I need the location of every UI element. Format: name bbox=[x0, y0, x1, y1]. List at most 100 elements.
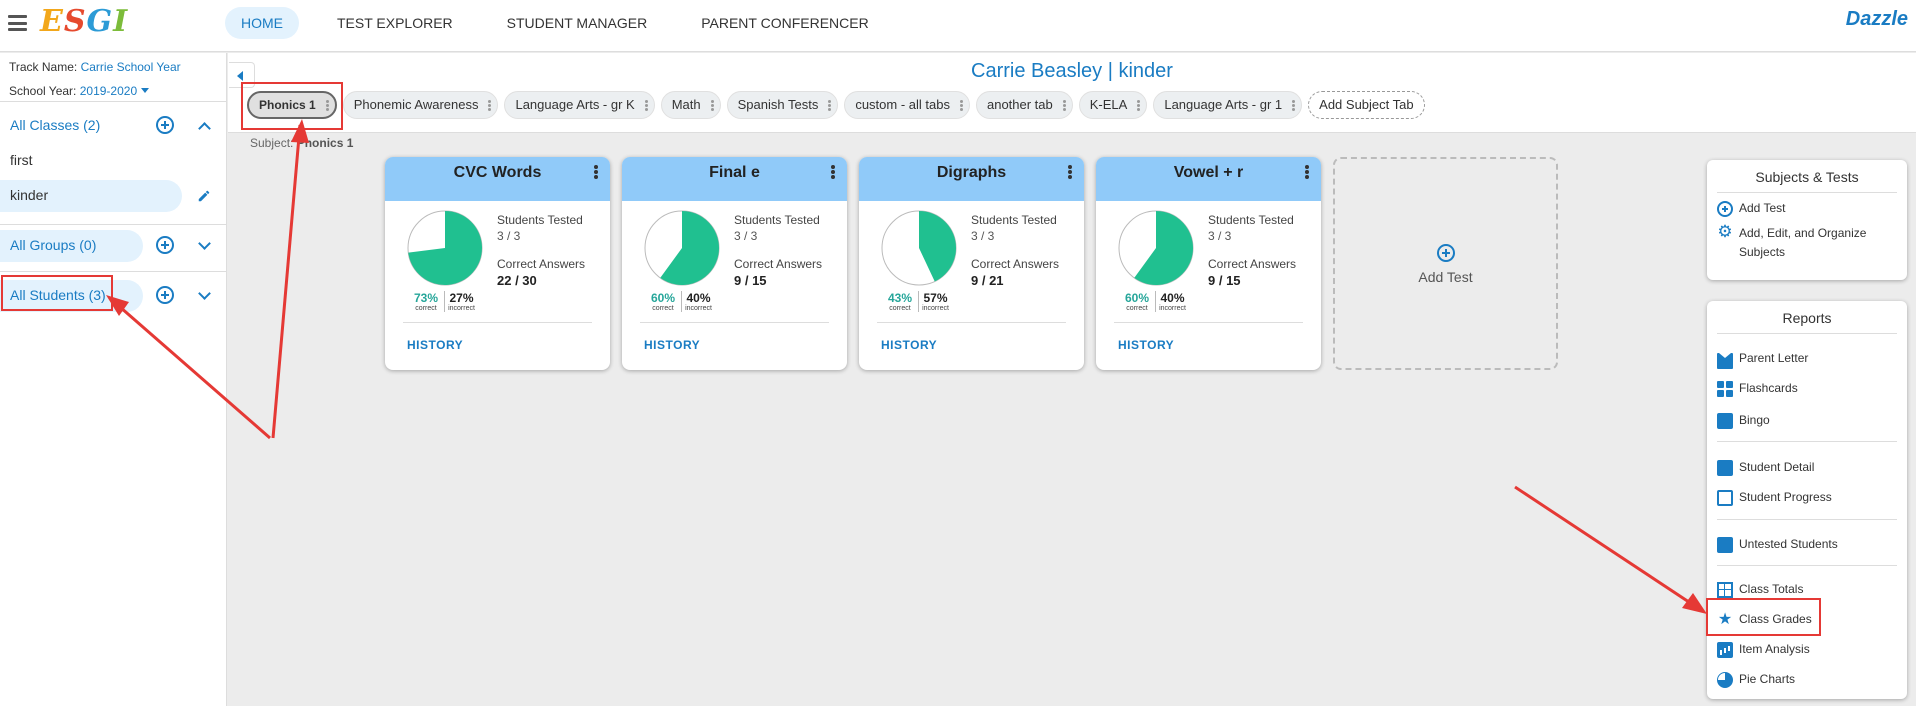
results-pie-chart[interactable] bbox=[405, 208, 485, 288]
track-info: Track Name: Carrie School Year School Ye… bbox=[9, 55, 181, 103]
more-vert-icon[interactable] bbox=[1068, 165, 1072, 179]
collapse-sidebar-icon[interactable] bbox=[229, 62, 255, 88]
history-link[interactable]: HISTORY bbox=[881, 338, 938, 352]
more-vert-icon[interactable] bbox=[959, 99, 963, 111]
card-title: Digraphs bbox=[936, 164, 1007, 181]
report-label: Item Analysis bbox=[1739, 642, 1810, 656]
correct-answers-label: Correct Answers bbox=[497, 257, 586, 271]
more-vert-icon[interactable] bbox=[1305, 165, 1309, 179]
more-vert-icon[interactable] bbox=[325, 99, 329, 111]
report-class-totals[interactable]: Class Totals bbox=[1717, 582, 1803, 598]
report-flashcards[interactable]: Flashcards bbox=[1717, 381, 1798, 397]
caret-down-icon bbox=[141, 88, 150, 93]
test-card[interactable]: Vowel + r Students Tested 3 / 3 Correct … bbox=[1096, 157, 1321, 370]
divider bbox=[1717, 519, 1897, 520]
report-label: Student Progress bbox=[1739, 490, 1832, 504]
divider bbox=[877, 322, 1066, 323]
tab-phonics-1[interactable]: Phonics 1 bbox=[247, 91, 337, 119]
history-link[interactable]: HISTORY bbox=[644, 338, 701, 352]
tab-label: Language Arts - gr 1 bbox=[1164, 97, 1283, 112]
test-card[interactable]: Digraphs Students Tested 3 / 3 Correct A… bbox=[859, 157, 1084, 370]
tab-language-arts-gr-k[interactable]: Language Arts - gr K bbox=[504, 91, 655, 119]
add-test-card[interactable]: Add Test bbox=[1333, 157, 1558, 370]
report-pie-charts[interactable]: Pie Charts bbox=[1717, 672, 1795, 688]
results-pie-chart[interactable] bbox=[1116, 208, 1196, 288]
incorrect-percent-value: 40% bbox=[686, 291, 711, 305]
tab-k-ela[interactable]: K-ELA bbox=[1078, 91, 1148, 119]
esgi-logo[interactable]: ESGI bbox=[40, 4, 129, 39]
history-link[interactable]: HISTORY bbox=[1118, 338, 1175, 352]
add-class-icon[interactable] bbox=[156, 116, 174, 134]
tab-label: Language Arts - gr K bbox=[515, 97, 635, 112]
all-students-link[interactable]: All Students (3) bbox=[10, 287, 106, 303]
tab-another-tab[interactable]: another tab bbox=[975, 91, 1073, 119]
add-test-link[interactable]: Add Test bbox=[1717, 201, 1785, 217]
add-subject-tab-button[interactable]: Add Subject Tab bbox=[1308, 91, 1425, 119]
more-vert-icon[interactable] bbox=[594, 165, 598, 179]
incorrect-percent: 40% incorrect bbox=[681, 291, 715, 312]
add-student-icon[interactable] bbox=[156, 286, 174, 304]
card-title: Vowel + r bbox=[1173, 164, 1244, 181]
more-vert-icon[interactable] bbox=[1062, 99, 1066, 111]
more-vert-icon[interactable] bbox=[1137, 99, 1141, 111]
class-item-kinder[interactable]: kinder bbox=[10, 187, 49, 203]
results-pie-chart[interactable] bbox=[879, 208, 959, 288]
track-value[interactable]: Carrie School Year bbox=[80, 60, 181, 74]
report-untested-students[interactable]: Untested Students bbox=[1717, 537, 1838, 553]
test-card[interactable]: CVC Words Students Tested 3 / 3 Correct … bbox=[385, 157, 610, 370]
report-student-detail[interactable]: Student Detail bbox=[1717, 460, 1814, 476]
more-vert-icon[interactable] bbox=[831, 165, 835, 179]
chevron-down-icon[interactable] bbox=[198, 287, 211, 300]
more-vert-icon[interactable] bbox=[488, 99, 492, 111]
incorrect-percent-value: 27% bbox=[449, 291, 474, 305]
nav-test-explorer[interactable]: TEST EXPLORER bbox=[337, 15, 453, 31]
more-vert-icon[interactable] bbox=[710, 99, 714, 111]
more-vert-icon[interactable] bbox=[1292, 99, 1296, 111]
menu-icon[interactable] bbox=[8, 15, 27, 31]
more-vert-icon[interactable] bbox=[644, 99, 648, 111]
pie-chart-icon bbox=[1717, 672, 1733, 688]
all-groups-link[interactable]: All Groups (0) bbox=[10, 237, 97, 253]
nav-home[interactable]: HOME bbox=[225, 7, 299, 39]
more-vert-icon[interactable] bbox=[828, 99, 832, 111]
tab-spanish-tests[interactable]: Spanish Tests bbox=[726, 91, 839, 119]
report-student-progress[interactable]: Student Progress bbox=[1717, 490, 1832, 506]
tab-language-arts-gr-1[interactable]: Language Arts - gr 1 bbox=[1153, 91, 1303, 119]
subject-tabs: Phonics 1 Phonemic Awareness Language Ar… bbox=[247, 91, 1431, 119]
school-year-select[interactable]: 2019-2020 bbox=[80, 84, 150, 98]
panel-title: Subjects & Tests bbox=[1755, 169, 1859, 185]
divider bbox=[1717, 565, 1897, 566]
add-group-icon[interactable] bbox=[156, 236, 174, 254]
report-label: Parent Letter bbox=[1739, 351, 1809, 365]
report-item-analysis[interactable]: Item Analysis bbox=[1717, 642, 1810, 658]
all-classes-link[interactable]: All Classes (2) bbox=[10, 117, 101, 133]
report-bingo[interactable]: Bingo bbox=[1717, 413, 1770, 429]
report-class-grades[interactable]: ★ Class Grades bbox=[1717, 612, 1812, 628]
add-test-label: Add Test bbox=[1418, 269, 1473, 285]
tab-label: custom - all tabs bbox=[855, 97, 950, 112]
table-icon bbox=[1717, 582, 1733, 598]
tab-custom-all-tabs[interactable]: custom - all tabs bbox=[844, 91, 970, 119]
chevron-down-icon[interactable] bbox=[198, 237, 211, 250]
dashboard-icon bbox=[1717, 381, 1733, 397]
tab-label: another tab bbox=[986, 97, 1053, 112]
pencil-icon[interactable] bbox=[197, 189, 211, 203]
results-pie-chart[interactable] bbox=[642, 208, 722, 288]
tab-math[interactable]: Math bbox=[660, 91, 721, 119]
report-label: Flashcards bbox=[1739, 381, 1798, 395]
correct-percent-label: correct bbox=[652, 305, 674, 312]
nav-student-manager[interactable]: STUDENT MANAGER bbox=[506, 15, 648, 31]
correct-percent: 60% correct bbox=[1122, 291, 1152, 312]
organize-subjects-link[interactable]: ⚙ Add, Edit, and Organize Subjects bbox=[1717, 223, 1866, 262]
students-tested-label: Students Tested bbox=[734, 213, 820, 227]
chevron-up-icon[interactable] bbox=[198, 122, 211, 135]
class-item-first[interactable]: first bbox=[10, 152, 33, 168]
report-parent-letter[interactable]: Parent Letter bbox=[1717, 351, 1808, 369]
nav-parent-conferencer[interactable]: PARENT CONFERENCER bbox=[701, 15, 869, 31]
dazzle-logo: Dazzle bbox=[1845, 8, 1908, 30]
history-link[interactable]: HISTORY bbox=[407, 338, 464, 352]
tab-label: Phonemic Awareness bbox=[353, 97, 479, 112]
test-card[interactable]: Final e Students Tested 3 / 3 Correct An… bbox=[622, 157, 847, 370]
subjects-tests-panel: Subjects & Tests Add Test ⚙ Add, Edit, an… bbox=[1707, 160, 1907, 280]
tab-phonemic-awareness[interactable]: Phonemic Awareness bbox=[342, 91, 499, 119]
